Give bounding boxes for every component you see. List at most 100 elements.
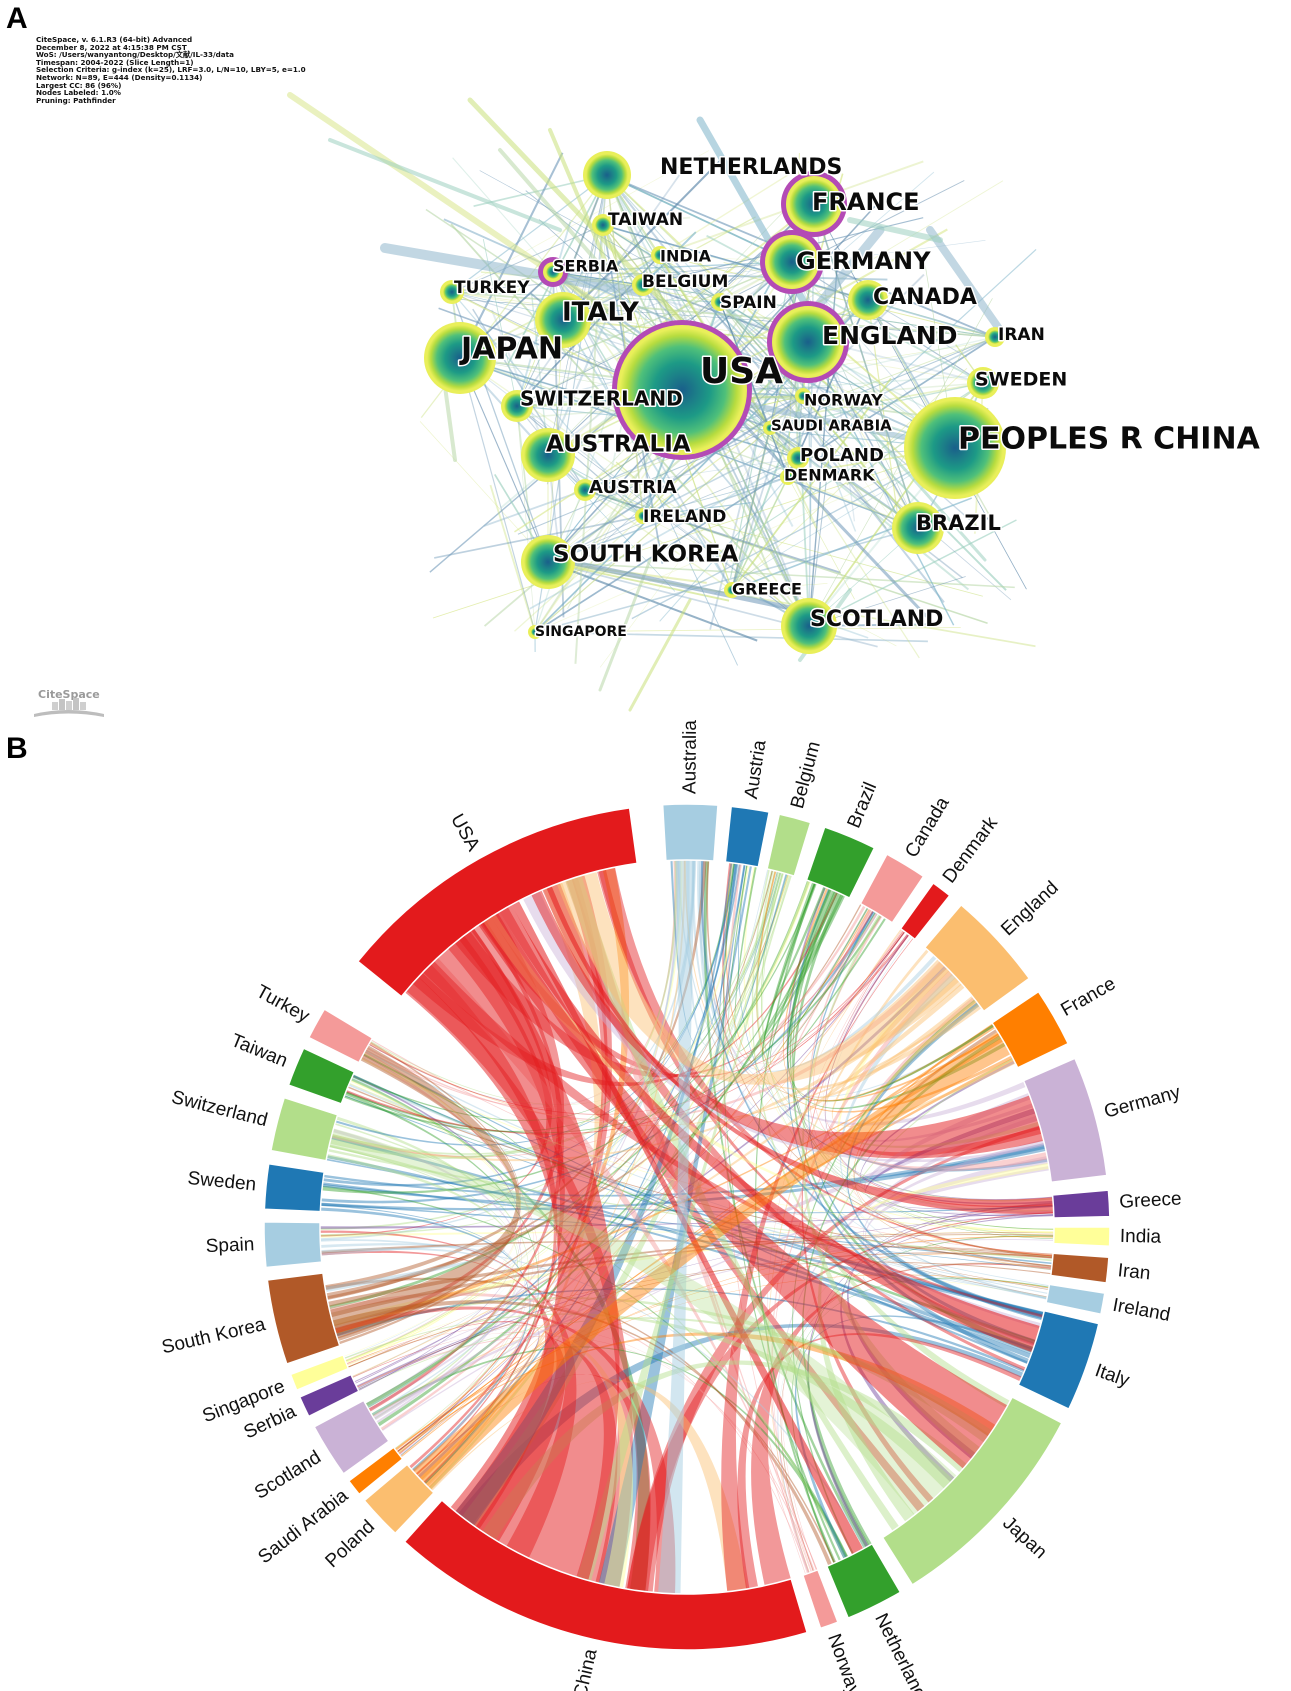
citespace-logo: CiteSpace [30,688,108,722]
node-australia [521,428,575,482]
node-label-iran: IRAN [998,325,1045,345]
node-core [577,482,593,498]
network-edge [787,249,1037,478]
chord-ribbon-brazil-italy [792,892,1034,1353]
segment-arc-sweden [263,1162,325,1213]
network-edge [552,261,793,273]
segment-label-italy: Italy [1092,1360,1132,1392]
segment-label-brazil: Brazil [844,779,882,831]
chord-ribbon-sweden-poland [320,1207,531,1472]
node-label-serbia: SERBIA [553,257,619,276]
network-edge [659,254,804,397]
segment-label-spain: Spain [205,1234,254,1257]
node-netherlands [583,151,631,199]
segment-label-denmark: Denmark [939,813,1002,888]
network-edge [642,502,752,517]
node-core [766,424,774,432]
chord-ribbon-sweden-germany [320,1144,1047,1211]
chord-ribbon-south-korea-turkey [329,1045,521,1339]
node-core [635,277,651,293]
network-edge [516,405,536,633]
network-edge [534,627,961,633]
network-edge [574,224,604,664]
network-edge [328,138,562,232]
segment-arc-saudi-arabia [347,1446,404,1496]
node-label-spain: SPAIN [720,293,777,313]
segment-label-taiwan: Taiwan [228,1030,291,1072]
chord-ribbon-brazil-canada [761,882,869,1062]
node-core [988,330,1002,344]
node-label-austria: AUSTRIA [589,477,677,498]
network-edge [731,476,789,591]
logo-building-icon [34,698,104,717]
network-edge [516,405,644,517]
node-label-poland: POLAND [800,445,884,466]
network-edge [731,427,771,591]
network-edge [847,217,943,243]
node-label-germany: GERMANY [796,247,931,275]
network-edge [642,231,697,286]
segment-arc-china [403,1499,809,1651]
chord-ribbon-norway-usa [573,875,812,1573]
node-label-turkey: TURKEY [454,278,530,298]
network-edge [606,174,721,303]
network-edge [769,382,984,429]
node-label-brazil: BRAZIL [916,511,1001,535]
node-core [531,628,539,636]
segment-label-netherlands: Netherlands [870,1610,934,1691]
network-edge [606,174,712,278]
segment-label-canada: Canada [901,793,954,861]
node-saudi-arabia [763,421,777,435]
node-label-norway: NORWAY [804,391,883,410]
segment-label-scotland: Scotland [251,1447,325,1504]
node-core [524,431,572,479]
node-norway [795,388,811,404]
node-label-india: INDIA [660,247,712,266]
node-core [783,472,793,482]
segment-arc-scotland [313,1399,391,1475]
citespace-metadata: CiteSpace, v. 6.1.R3 (64-bit) Advanced D… [36,36,306,104]
segment-arc-belgium [766,813,812,877]
chord-ribbon-usa-germany [531,890,1044,1159]
node-switzerland [501,390,533,422]
network-edge [552,271,644,286]
node-belgium [632,274,654,296]
network-edge [808,298,993,627]
segment-label-south-korea: South Korea [160,1314,268,1358]
segment-arc-canada [859,853,925,924]
node-turkey [440,280,464,304]
network-edge [606,174,793,263]
network-edge [547,395,804,563]
node-core [538,295,588,345]
network-edge [584,489,733,591]
network-edge [534,447,956,633]
network-edge [516,180,965,407]
chord-ribbon-sweden-iran [320,1203,1052,1270]
metadata-line: Pruning: Pathfinder [36,95,116,105]
chord-ribbon-greece-spain [320,1212,1054,1229]
segment-label-china: China [570,1647,601,1691]
node-scotland [781,598,837,654]
chord-ribbon-south-korea-singapore [333,1284,515,1368]
node-label-taiwan: TAIWAN [608,210,683,230]
node-core [895,505,941,551]
segment-arc-australia [661,803,719,862]
segment-arc-usa [356,807,639,998]
node-england [767,301,849,383]
network-edge [808,447,831,627]
country-network: NETHERLANDS FRANCE TAIWAN GERMANY INDIA SERBI… [287,92,1262,712]
segment-arc-taiwan [287,1047,356,1105]
network-edge [468,261,793,362]
segment-label-germany: Germany [1102,1082,1183,1123]
chord-ribbon-south-korea-india [330,1233,1054,1318]
node-italy [535,292,591,348]
node-label-saudi-arabia: SAUDI ARABIA [771,417,892,435]
network-edge [489,484,536,633]
segment-label-japan: Japan [998,1513,1050,1564]
segment-arc-south-korea [266,1272,341,1365]
chord-ribbon-india-spain [320,1231,1054,1238]
node-core [798,391,808,401]
node-denmark [780,469,796,485]
network-edge [459,357,536,633]
node-core [775,309,841,375]
